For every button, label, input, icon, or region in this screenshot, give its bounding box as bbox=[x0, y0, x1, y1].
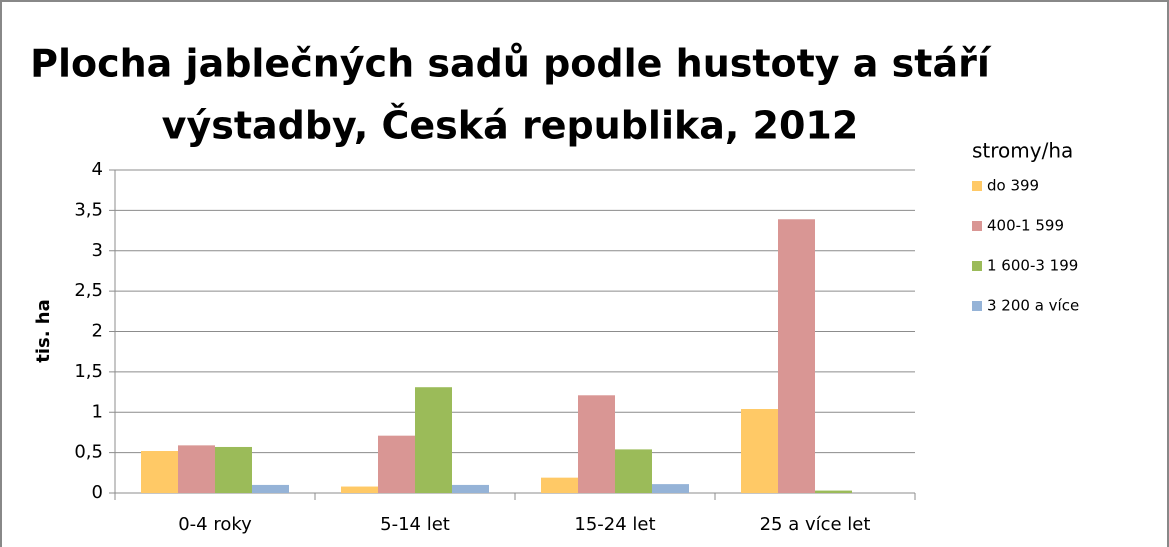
bar bbox=[141, 451, 178, 493]
bar bbox=[178, 445, 215, 493]
y-axis-label: tis. ha bbox=[33, 299, 54, 363]
y-tick-label: 1,5 bbox=[74, 361, 103, 382]
legend-title: stromy/ha bbox=[972, 139, 1073, 163]
bar bbox=[452, 484, 489, 493]
bar bbox=[815, 490, 852, 493]
bar bbox=[615, 449, 652, 493]
legend-swatch bbox=[972, 221, 982, 231]
bar bbox=[378, 435, 415, 493]
bar bbox=[541, 477, 578, 493]
x-tick-label: 15-24 let bbox=[574, 514, 655, 535]
legend-swatch bbox=[972, 261, 982, 271]
y-tick-label: 4 bbox=[92, 159, 103, 180]
chart-title: výstadby, Česká republika, 2012 bbox=[162, 104, 859, 148]
bar bbox=[252, 484, 289, 493]
legend-label: 1 600-3 199 bbox=[987, 257, 1078, 275]
y-tick-label: 3 bbox=[92, 240, 103, 261]
bar bbox=[778, 219, 815, 493]
bar bbox=[741, 409, 778, 493]
y-tick-label: 2,5 bbox=[74, 280, 103, 301]
y-tick-label: 2 bbox=[92, 321, 103, 342]
y-tick-label: 1 bbox=[92, 401, 103, 422]
bar bbox=[652, 484, 689, 493]
x-tick-label: 25 a více let bbox=[760, 514, 871, 535]
legend-label: 400-1 599 bbox=[987, 217, 1064, 235]
bar bbox=[341, 486, 378, 493]
y-tick-label: 0 bbox=[92, 482, 103, 503]
y-tick-label: 0,5 bbox=[74, 442, 103, 463]
bar bbox=[415, 387, 452, 493]
chart-title: Plocha jablečných sadů podle hustoty a s… bbox=[30, 42, 992, 86]
legend-label: 3 200 a více bbox=[987, 297, 1079, 315]
bar bbox=[215, 446, 252, 493]
legend-swatch bbox=[972, 181, 982, 191]
legend-swatch bbox=[972, 301, 982, 311]
x-tick-label: 5-14 let bbox=[380, 514, 450, 535]
bar bbox=[578, 395, 615, 493]
x-tick-label: 0-4 roky bbox=[178, 514, 252, 535]
legend-label: do 399 bbox=[987, 177, 1039, 195]
y-tick-label: 3,5 bbox=[74, 199, 103, 220]
